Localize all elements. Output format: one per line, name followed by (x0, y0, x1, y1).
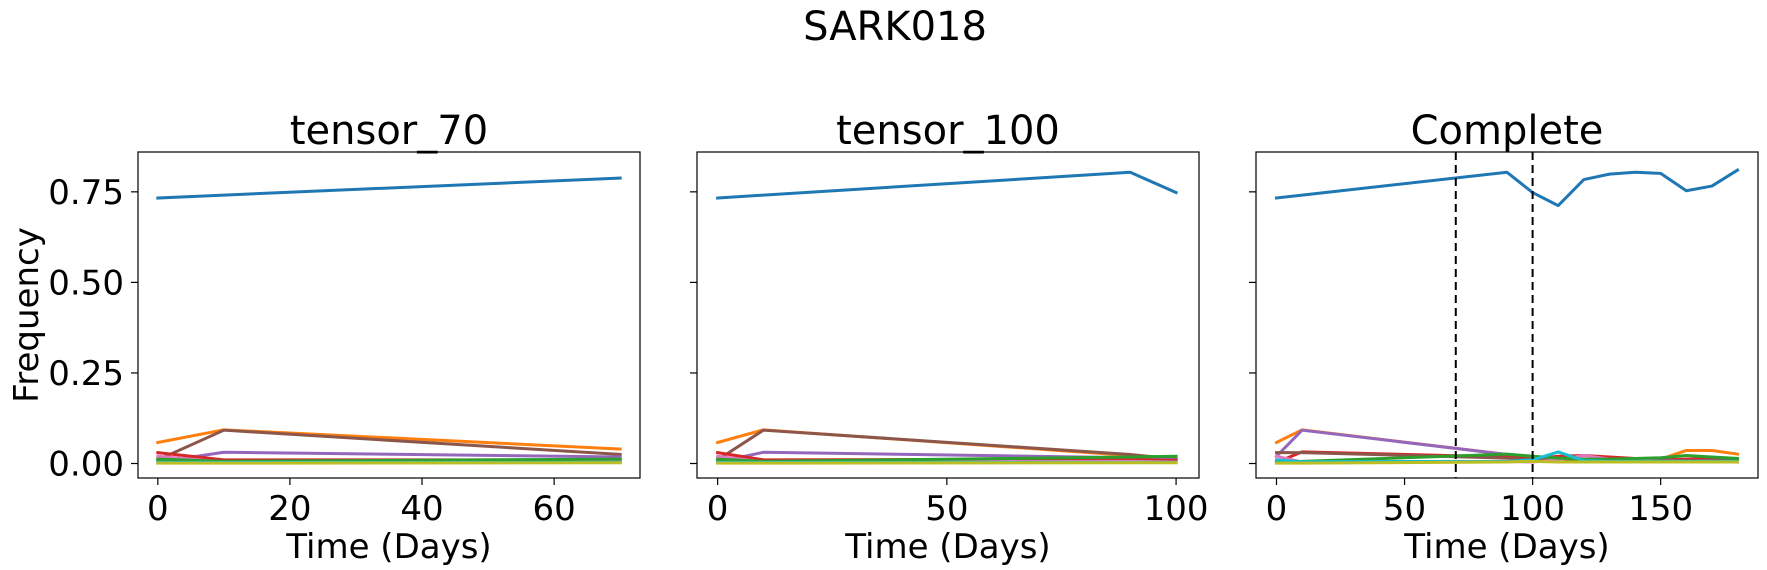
x-tick-label: 60 (532, 489, 575, 529)
x-tick-label: 150 (1628, 489, 1693, 529)
x-tick-label: 50 (1383, 489, 1426, 529)
series-group (155, 176, 622, 465)
series-line-1 (156, 176, 622, 200)
series-line-1 (716, 170, 1179, 200)
x-axis-label: Time (Days) (844, 527, 1050, 567)
x-axis-label: Time (Days) (1403, 527, 1609, 567)
series-line-9 (1274, 459, 1740, 465)
y-axis-label: Frequency (7, 227, 47, 403)
y-tick-label: 0.00 (48, 445, 124, 485)
axes-frame (696, 151, 1200, 479)
subplot-1: tensor_70 0 20 40 60 0.00 0.25 0.50 0.75 Time (Da… (7, 108, 641, 567)
subplot-title: tensor_100 (836, 108, 1060, 154)
subplot-grid: tensor_70 0 20 40 60 0.00 0.25 0.50 0.75 Time (Da… (7, 108, 1759, 567)
series-group (1274, 168, 1740, 465)
x-tick-label: 100 (1144, 489, 1209, 529)
series-line-7 (1274, 452, 1740, 464)
subplot-3: Complete 0 50 100 150 Time (Days) (1249, 108, 1759, 567)
x-tick-label: 40 (400, 489, 443, 529)
x-tick-label: 0 (147, 489, 169, 529)
y-tick-label: 0.50 (48, 263, 124, 303)
x-tick-label: 0 (1266, 489, 1288, 529)
y-tick-label: 0.25 (48, 354, 124, 394)
figure-suptitle: SARK018 (803, 4, 987, 50)
axes-frame (1255, 151, 1759, 479)
x-tick-label: 0 (707, 489, 729, 529)
x-axis-label: Time (Days) (285, 527, 491, 567)
subplot-title: tensor_70 (290, 108, 488, 154)
x-tick-label: 20 (268, 489, 311, 529)
axes-frame (137, 151, 641, 479)
x-tick-label: 100 (1500, 489, 1565, 529)
series-line-1 (1274, 168, 1740, 208)
series-line-3 (155, 428, 622, 462)
subplot-2: tensor_100 0 50 100 Time (Days) (690, 108, 1209, 567)
series-line-7 (716, 454, 1178, 463)
series-group (715, 170, 1179, 465)
x-tick-label: 50 (925, 489, 968, 529)
subplot-title: Complete (1411, 108, 1604, 154)
y-tick-label: 0.75 (48, 173, 124, 213)
